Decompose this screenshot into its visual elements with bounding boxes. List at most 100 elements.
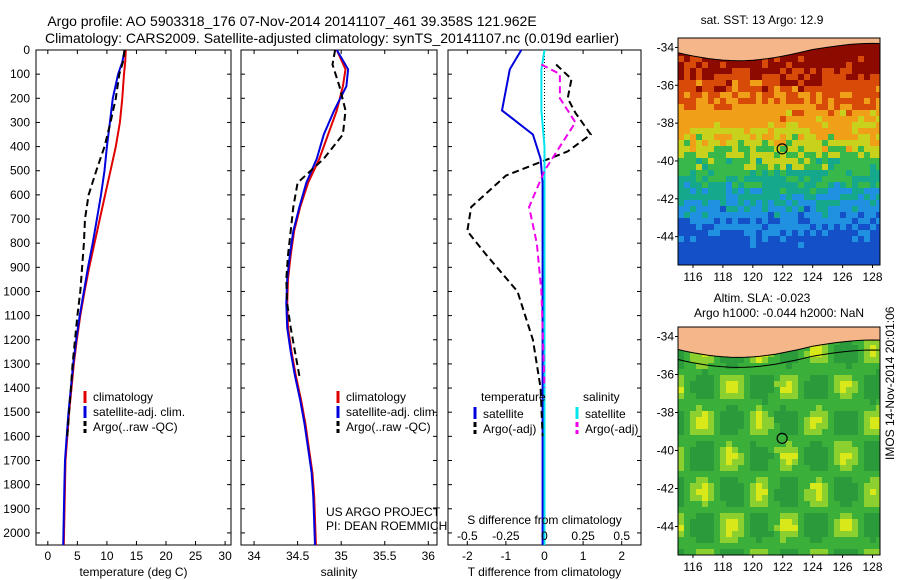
map-cell xyxy=(732,471,738,477)
x-axis-label: salinity xyxy=(321,565,358,579)
map-frame xyxy=(677,37,881,266)
map-cell xyxy=(864,429,870,435)
map-cell xyxy=(786,375,792,381)
map-cell xyxy=(744,399,750,405)
map-cell xyxy=(864,188,870,194)
map-cell xyxy=(678,537,684,543)
profile-location-marker xyxy=(776,143,788,155)
map-cell xyxy=(834,110,840,116)
map-cell xyxy=(846,369,852,375)
map-cell xyxy=(720,369,726,375)
map-x-tick-label: 120 xyxy=(743,560,763,574)
map-cell xyxy=(816,260,822,265)
map-cell xyxy=(810,104,816,110)
map-cell xyxy=(828,501,834,507)
map-cell xyxy=(786,68,792,74)
map-cell xyxy=(846,212,852,218)
map-cell xyxy=(768,80,774,86)
map-cell xyxy=(846,188,852,194)
map-cell xyxy=(870,122,876,128)
map-cell xyxy=(810,387,816,393)
map-cell xyxy=(708,495,714,501)
map-cell xyxy=(702,110,708,116)
map-cell xyxy=(762,453,768,459)
map-cell xyxy=(864,170,870,176)
map-cell xyxy=(828,471,834,477)
map-cell xyxy=(798,170,804,176)
map-cell xyxy=(720,393,726,399)
map-cell xyxy=(762,146,768,152)
map-cell xyxy=(810,423,816,429)
map-cell xyxy=(780,236,786,242)
map-cell xyxy=(744,531,750,537)
map-cell xyxy=(708,393,714,399)
map-cell xyxy=(876,531,880,537)
map-cell xyxy=(714,393,720,399)
map-cell xyxy=(750,531,756,537)
map-cell xyxy=(762,501,768,507)
map-cell xyxy=(708,194,714,200)
map-cell xyxy=(804,128,810,134)
map-cell xyxy=(822,447,828,453)
map-cell xyxy=(834,357,840,363)
map-cell xyxy=(810,351,816,357)
map-cell xyxy=(726,110,732,116)
map-cell xyxy=(840,381,846,387)
map-cell xyxy=(846,56,852,62)
map-cell xyxy=(750,489,756,495)
map-cell xyxy=(810,531,816,537)
map-cell xyxy=(780,399,786,405)
map-cell xyxy=(714,182,720,188)
map-cell xyxy=(864,74,870,80)
map-cell xyxy=(762,74,768,80)
map-cell xyxy=(732,489,738,495)
map-cell xyxy=(834,236,840,242)
map-cell xyxy=(876,441,880,447)
map-cell xyxy=(768,254,774,260)
map-cell xyxy=(780,387,786,393)
map-cell xyxy=(750,98,756,104)
map-cell xyxy=(876,345,880,351)
map-cell xyxy=(720,146,726,152)
legend-label: Argo(-adj) xyxy=(483,422,536,436)
map-cell xyxy=(816,351,822,357)
map-cell xyxy=(678,351,684,357)
map-cell xyxy=(786,224,792,230)
map-cell xyxy=(768,164,774,170)
map-cell xyxy=(732,248,738,254)
map-cell xyxy=(774,110,780,116)
map-cell xyxy=(792,140,798,146)
map-cell xyxy=(738,381,744,387)
map-cell xyxy=(774,140,780,146)
map-cell xyxy=(708,176,714,182)
map-cell xyxy=(750,200,756,206)
map-cell xyxy=(720,164,726,170)
map-cell xyxy=(876,519,880,525)
map-cell xyxy=(786,423,792,429)
map-cell xyxy=(708,459,714,465)
map-cell xyxy=(780,483,786,489)
map-cell xyxy=(804,200,810,206)
map-cell xyxy=(876,369,880,375)
map-cell xyxy=(720,86,726,92)
map-cell xyxy=(846,110,852,116)
map-cell xyxy=(846,453,852,459)
map-cell xyxy=(852,236,858,242)
map-cell xyxy=(690,435,696,441)
map-cell xyxy=(858,236,864,242)
map-cell xyxy=(690,477,696,483)
map-cell xyxy=(864,417,870,423)
map-cell xyxy=(774,116,780,122)
map-cell xyxy=(702,140,708,146)
map-cell xyxy=(756,453,762,459)
map-cell xyxy=(828,375,834,381)
map-cell xyxy=(840,182,846,188)
map-cell xyxy=(840,86,846,92)
map-cell xyxy=(876,116,880,122)
map-cell xyxy=(738,375,744,381)
y-tick-label: 600 xyxy=(10,188,30,202)
map-cell xyxy=(738,98,744,104)
map-cell xyxy=(816,417,822,423)
map-cell xyxy=(852,176,858,182)
map-cell xyxy=(750,525,756,531)
